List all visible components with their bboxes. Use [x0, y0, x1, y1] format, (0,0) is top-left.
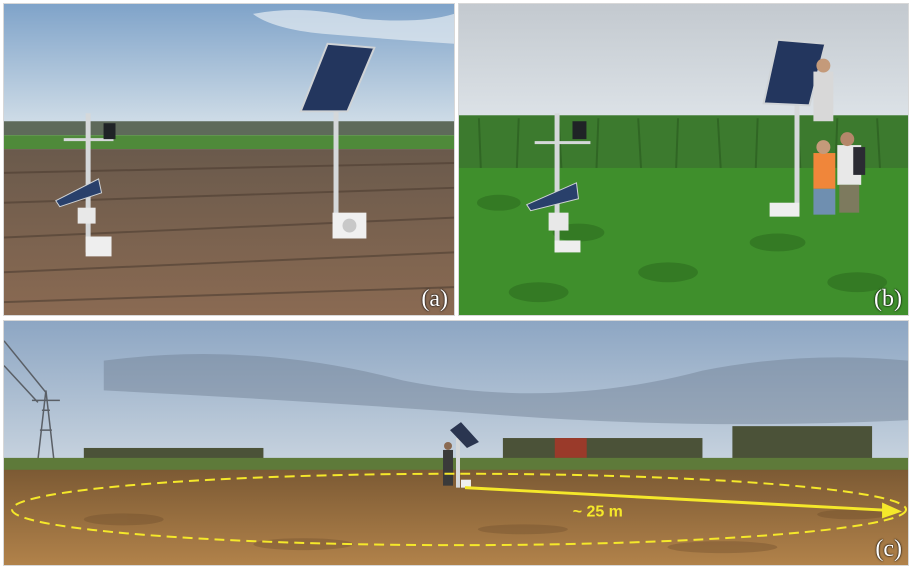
- solar-station: [762, 38, 827, 217]
- photo-panel-a: (a): [3, 3, 455, 316]
- weather-station-left: [55, 113, 116, 257]
- photo-b-scene: [459, 4, 908, 315]
- panel-label-c: (c): [875, 536, 902, 562]
- distance-label: ~ 25 m: [573, 503, 623, 520]
- farmhouse: [554, 438, 587, 458]
- tree-line: [4, 121, 454, 136]
- radius-arrow: [464, 486, 891, 512]
- station-and-operator: [443, 422, 479, 488]
- soil: [4, 149, 454, 315]
- photo-c-scene: ~ 25 m: [4, 321, 908, 565]
- leaf-texture: [476, 194, 888, 303]
- tree-line: [83, 426, 873, 460]
- people: [813, 58, 866, 215]
- furrows: [4, 161, 454, 304]
- power-pylon: [4, 340, 60, 460]
- weather-station: [525, 113, 591, 253]
- photo-a-scene: [4, 4, 454, 315]
- grass-strip: [4, 135, 454, 150]
- sky: [459, 4, 908, 122]
- radius-arrowhead-icon: [882, 502, 903, 519]
- clouds: [103, 354, 908, 425]
- photo-panel-c: ~ 25 m (c): [3, 320, 909, 566]
- footprint-ellipse: [10, 472, 908, 547]
- clouds: [252, 9, 454, 44]
- panel-label-a: (a): [421, 286, 448, 312]
- weather-station-right: [299, 42, 376, 239]
- panel-label-b: (b): [874, 286, 902, 312]
- photo-panel-b: (b): [458, 3, 909, 316]
